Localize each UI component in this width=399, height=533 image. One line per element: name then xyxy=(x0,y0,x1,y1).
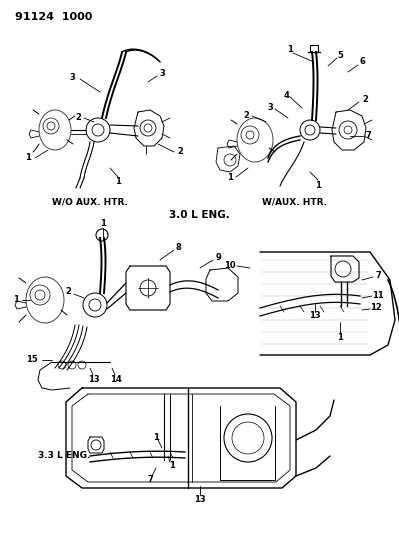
Text: 6: 6 xyxy=(359,58,365,67)
Text: 2: 2 xyxy=(362,95,368,104)
Text: 2: 2 xyxy=(65,287,71,296)
Text: 3.0 L ENG.: 3.0 L ENG. xyxy=(169,210,229,220)
Text: 1: 1 xyxy=(315,181,321,190)
Text: 1: 1 xyxy=(115,177,121,187)
Text: 1: 1 xyxy=(100,220,106,229)
Text: 1: 1 xyxy=(337,334,343,343)
Text: 3.3 L ENG.: 3.3 L ENG. xyxy=(38,451,91,461)
Text: 10: 10 xyxy=(224,261,236,270)
Text: 7: 7 xyxy=(365,132,371,141)
Text: 1: 1 xyxy=(153,433,159,442)
Text: 91124  1000: 91124 1000 xyxy=(15,12,93,22)
Text: 13: 13 xyxy=(194,496,206,505)
Text: 9: 9 xyxy=(215,254,221,262)
Text: 4: 4 xyxy=(283,91,289,100)
Text: 14: 14 xyxy=(110,376,122,384)
Text: 1: 1 xyxy=(227,174,233,182)
Text: 2: 2 xyxy=(75,114,81,123)
Text: 12: 12 xyxy=(370,303,382,312)
Text: 15: 15 xyxy=(26,356,38,365)
Text: 3: 3 xyxy=(159,69,165,77)
Text: 7: 7 xyxy=(375,271,381,279)
Text: 13: 13 xyxy=(309,311,321,320)
Text: 7: 7 xyxy=(147,475,153,484)
Text: 8: 8 xyxy=(175,243,181,252)
Text: 1: 1 xyxy=(25,154,31,163)
Text: 2: 2 xyxy=(243,110,249,119)
Text: 2: 2 xyxy=(177,148,183,157)
Text: W/O AUX. HTR.: W/O AUX. HTR. xyxy=(52,198,128,206)
Text: 1: 1 xyxy=(169,462,175,471)
Text: 3: 3 xyxy=(267,102,273,111)
Text: 5: 5 xyxy=(337,51,343,60)
Text: 13: 13 xyxy=(88,376,100,384)
Text: 1: 1 xyxy=(13,295,19,304)
Text: 11: 11 xyxy=(372,290,384,300)
Text: 1: 1 xyxy=(287,45,293,54)
Text: W/AUX. HTR.: W/AUX. HTR. xyxy=(263,198,328,206)
Text: 3: 3 xyxy=(69,72,75,82)
